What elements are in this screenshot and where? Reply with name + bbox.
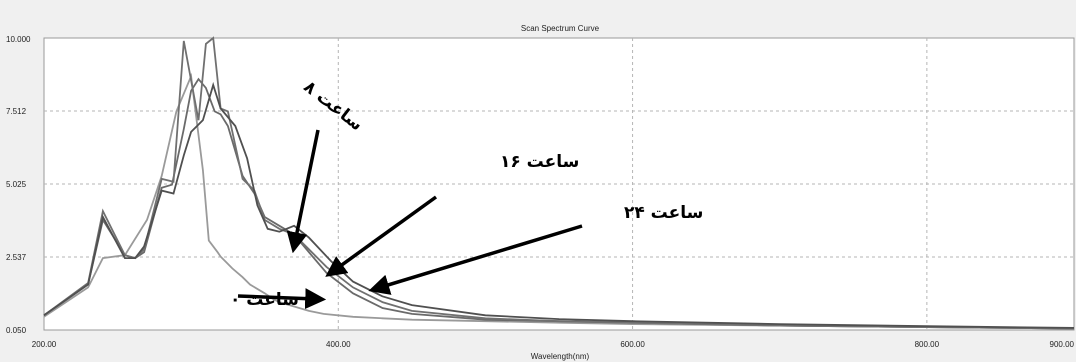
x-tick-label: 800.00: [915, 340, 940, 349]
annotation-arrow-hour-8: [286, 129, 320, 254]
x-tick-label: 900.00: [1050, 340, 1075, 349]
annotation-arrow-hour-24: [368, 224, 583, 295]
x-tick-label: 200.00: [32, 340, 57, 349]
x-axis-label: Wavelength(nm): [531, 352, 590, 361]
chart-title: Scan Spectrum Curve: [521, 24, 600, 33]
annotation-arrow-hour-0: [237, 288, 327, 310]
y-tick-label: 5.025: [6, 180, 27, 189]
annotation-label-hour-24: ساعت ۲۴: [624, 203, 703, 223]
annotation-hour-0: ساعت ۰: [230, 288, 327, 310]
x-tick-label: 400.00: [326, 340, 351, 349]
annotation-arrow-hour-16: [325, 195, 438, 277]
series-line-3: [43, 81, 1075, 329]
axis-tick-labels: 0.050 2.537 5.025 7.512 10.000 200.00 400.00 60…: [6, 35, 1075, 349]
x-tick-label: 600.00: [620, 340, 645, 349]
series-line-2: [43, 36, 1075, 330]
y-tick-label: 7.512: [6, 107, 27, 116]
plot-area: [43, 37, 1075, 331]
y-tick-label: 2.537: [6, 253, 27, 262]
annotation-hour-24: ساعت ۲۴: [368, 203, 703, 295]
series-layer: [43, 36, 1075, 330]
annotation-hour-16: ساعت ۱۶: [325, 152, 579, 277]
y-tick-label: 10.000: [6, 35, 31, 44]
annotation-label-hour-16: ساعت ۱۶: [500, 152, 579, 172]
y-tick-label: 0.050: [6, 326, 27, 335]
annotation-label-hour-0: ساعت ۰: [230, 290, 299, 310]
grid-lines: [44, 38, 1074, 330]
series-line-0: [43, 72, 1075, 330]
